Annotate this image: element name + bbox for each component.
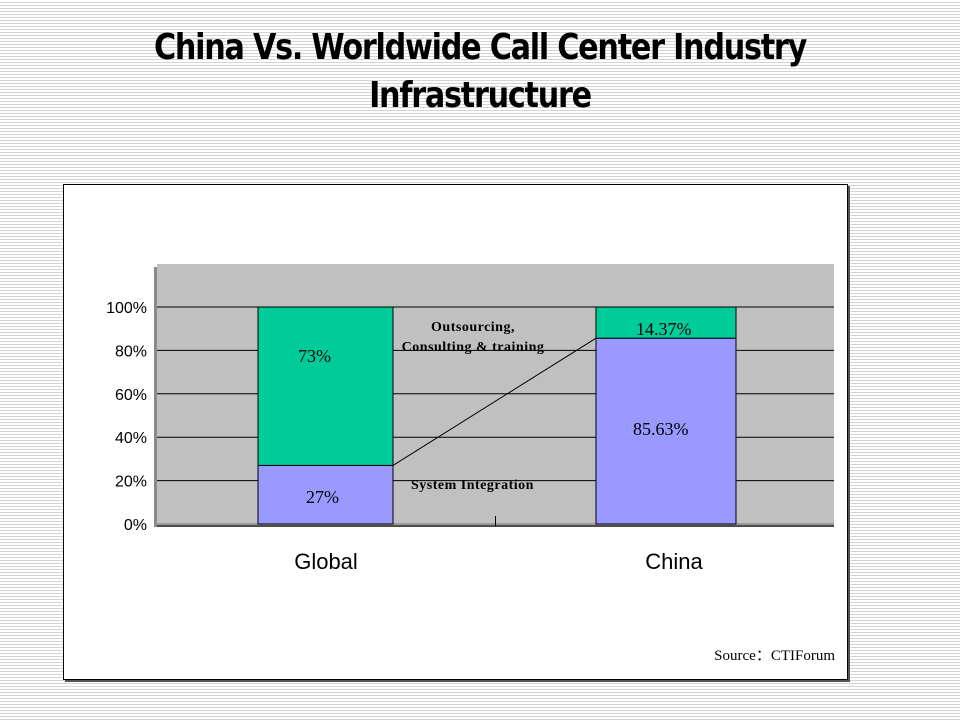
x-category-label: China bbox=[645, 549, 703, 574]
series-annotation-system-integration: System Integration bbox=[411, 478, 534, 493]
y-tick-label: 40% bbox=[115, 430, 147, 447]
data-label: 85.63% bbox=[633, 419, 689, 439]
source-note: Source：CTIForum bbox=[714, 648, 835, 664]
y-tick-label: 0% bbox=[124, 517, 147, 534]
bar-china-outsourcing-consulting-training bbox=[595, 306, 737, 339]
y-tick-label: 80% bbox=[115, 343, 147, 360]
bar-global-system-integration bbox=[257, 464, 394, 525]
slide-title: China Vs. Worldwide Call Center Industry… bbox=[153, 27, 807, 116]
data-label: 14.37% bbox=[636, 319, 692, 339]
stacked-bar-chart: 0% 20% 40% 60% 80% 100% Global China 27% 85.63% 73… bbox=[106, 264, 834, 574]
series-annotation-outsourcing: Outsourcing, bbox=[431, 320, 515, 335]
chart-frame: 0% 20% 40% 60% 80% 100% Global China 27% 85.63% 73… bbox=[63, 184, 848, 680]
series-annotation-outsourcing: Consulting & training bbox=[402, 340, 545, 355]
y-tick-label: 20% bbox=[115, 474, 147, 491]
bar-china-system-integration bbox=[595, 337, 737, 525]
x-category-label: Global bbox=[294, 549, 358, 574]
data-label: 73% bbox=[298, 346, 331, 366]
data-label: 27% bbox=[306, 487, 339, 507]
series-line bbox=[392, 337, 597, 466]
y-tick-label: 100% bbox=[106, 300, 147, 317]
y-tick-label: 60% bbox=[115, 387, 147, 404]
bar-global-outsourcing-consulting-training bbox=[257, 306, 394, 466]
